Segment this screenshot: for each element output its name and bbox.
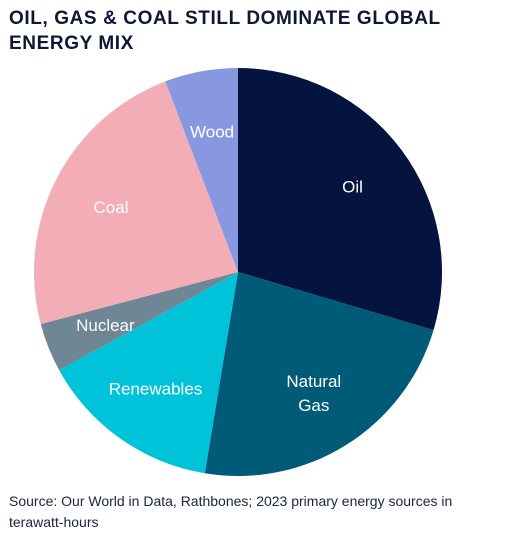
pie-slice-wood — [165, 68, 238, 272]
pie-slice-nuclear — [40, 272, 239, 371]
slice-label-renewables: Renewables — [109, 380, 203, 399]
slice-label-wood: Wood — [190, 123, 234, 142]
pie-slice-oil — [238, 68, 443, 331]
pie-slice-natural-gas — [204, 272, 434, 476]
pie-slice-renewables — [59, 272, 239, 474]
slice-label-coal: Coal — [94, 198, 129, 217]
slice-label-oil: Oil — [342, 178, 363, 197]
slice-label-nuclear: Nuclear — [76, 316, 135, 335]
source-note: Source: Our World in Data, Rathbones; 20… — [9, 493, 453, 530]
slice-label-natural-gas: Natural Gas — [286, 372, 341, 415]
pie-slice-coal — [33, 81, 238, 324]
chart-title: OIL, GAS & COAL STILL DOMINATE GLOBAL EN… — [9, 8, 441, 54]
